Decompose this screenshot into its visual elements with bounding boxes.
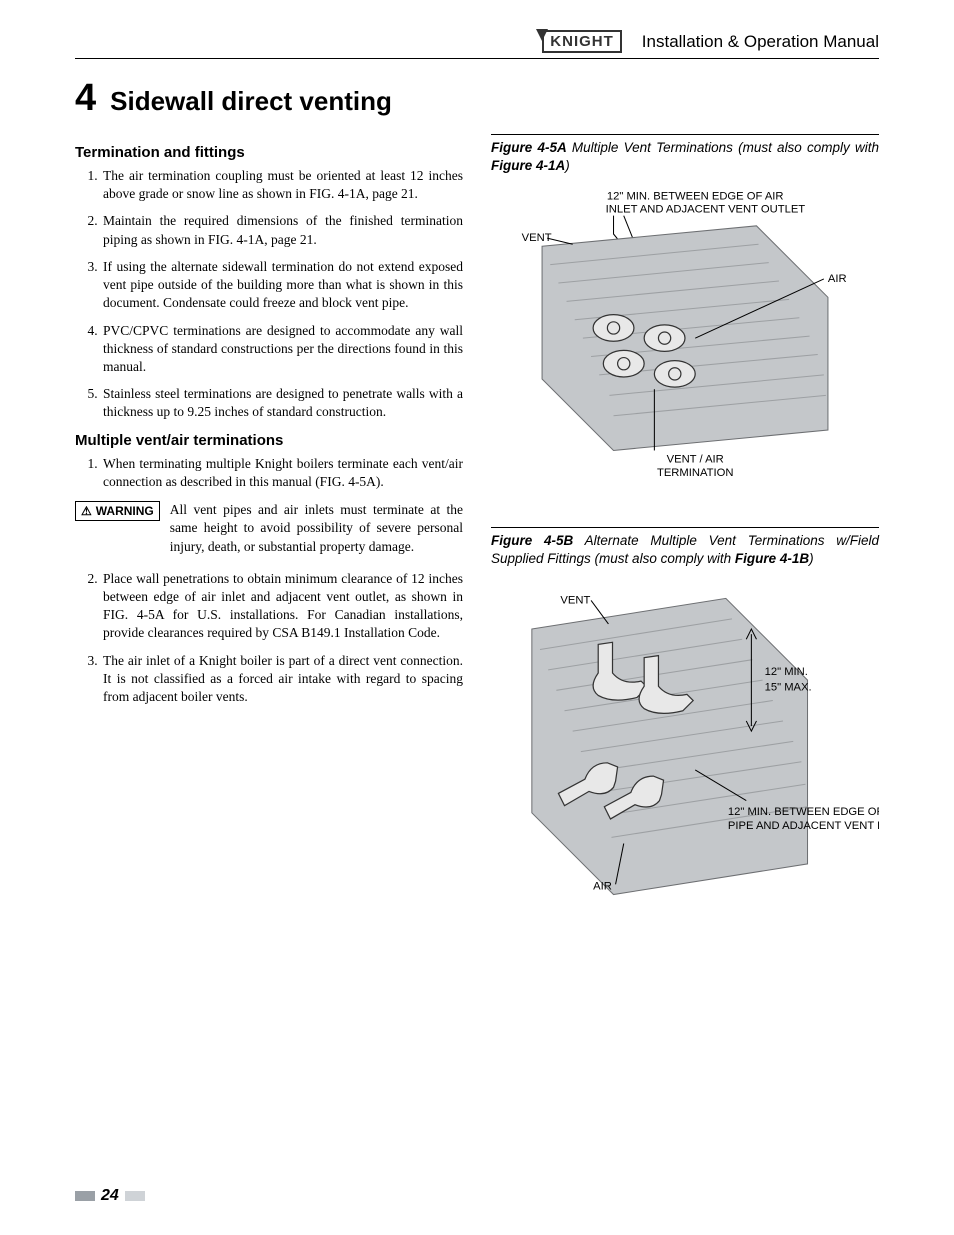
figure-a-text: Multiple Vent Terminations (must also co… <box>567 140 879 155</box>
list-item: The air termination coupling must be ori… <box>101 167 463 203</box>
chapter-title: Sidewall direct venting <box>110 86 392 117</box>
warning-block: ⚠ WARNING All vent pipes and air inlets … <box>75 501 463 556</box>
chapter-heading: 4 Sidewall direct venting <box>75 77 879 120</box>
list-item: The air inlet of a Knight boiler is part… <box>101 652 463 707</box>
page-header: KNIGHT Installation & Operation Manual <box>75 30 879 59</box>
chapter-number: 4 <box>75 77 96 120</box>
figure-b-label-dim2: 15" MAX. <box>765 681 812 693</box>
page-number-row: 24 <box>75 1187 145 1205</box>
section-multiple-head: Multiple vent/air terminations <box>75 432 463 449</box>
figure-a: 12" MIN. BETWEEN EDGE OF AIR INLET AND A… <box>491 185 879 486</box>
warning-label: WARNING <box>96 504 154 518</box>
list-item: Place wall penetrations to obtain minimu… <box>101 570 463 643</box>
list-item: When terminating multiple Knight boilers… <box>101 455 463 491</box>
figure-b-label-note1: 12" MIN. BETWEEN EDGE OF AIR <box>728 806 879 818</box>
content-columns: Termination and fittings The air termina… <box>75 134 879 950</box>
figure-a-svg: 12" MIN. BETWEEN EDGE OF AIR INLET AND A… <box>491 185 879 481</box>
figure-a-label-top: 12" MIN. BETWEEN EDGE OF AIR <box>607 191 784 203</box>
list-item: If using the alternate sidewall terminat… <box>101 258 463 313</box>
list-item: Maintain the required dimensions of the … <box>101 212 463 248</box>
page-number: 24 <box>101 1187 119 1205</box>
multiple-list-1: When terminating multiple Knight boilers… <box>75 455 463 491</box>
warning-badge: ⚠ WARNING <box>75 501 160 521</box>
termination-list: The air termination coupling must be ori… <box>75 167 463 422</box>
page-number-bar-icon <box>125 1191 145 1201</box>
figure-a-label-bottom: VENT / AIR <box>667 454 724 466</box>
list-item: PVC/CPVC terminations are designed to ac… <box>101 322 463 377</box>
page-number-bar-icon <box>75 1191 95 1201</box>
figure-a-tail: ) <box>565 158 570 173</box>
brand-logo: KNIGHT <box>542 30 622 53</box>
section-termination-head: Termination and fittings <box>75 144 463 161</box>
figure-a-ref: Figure 4-1A <box>491 158 565 173</box>
left-column: Termination and fittings The air termina… <box>75 134 463 950</box>
figure-a-label-air: AIR <box>828 273 847 285</box>
figure-b: VENT 12" MIN. 15 <box>491 578 879 910</box>
figure-b-id: Figure 4-5B <box>491 533 573 548</box>
warning-text: All vent pipes and air inlets must termi… <box>170 501 463 556</box>
figure-b-tail: ) <box>809 551 814 566</box>
figure-b-caption: Figure 4-5B Alternate Multiple Vent Term… <box>491 527 879 568</box>
multiple-list-2: Place wall penetrations to obtain minimu… <box>75 570 463 707</box>
figure-a-id: Figure 4-5A <box>491 140 567 155</box>
warning-icon: ⚠ <box>81 504 92 518</box>
figure-b-label-note2: PIPE AND ADJACENT VENT PIPE <box>728 820 879 832</box>
figure-a-label-top2: INLET AND ADJACENT VENT OUTLET <box>606 204 806 216</box>
manual-title: Installation & Operation Manual <box>642 32 879 52</box>
figure-b-label-vent: VENT <box>560 594 590 606</box>
right-column: Figure 4-5A Multiple Vent Terminations (… <box>491 134 879 950</box>
figure-b-label-dim1: 12" MIN. <box>765 666 808 678</box>
figure-a-label-bottom2: TERMINATION <box>657 467 733 479</box>
figure-a-caption: Figure 4-5A Multiple Vent Terminations (… <box>491 134 879 175</box>
figure-b-label-air: AIR <box>593 880 612 892</box>
figure-b-svg: VENT 12" MIN. 15 <box>491 578 879 905</box>
figure-b-ref: Figure 4-1B <box>735 551 809 566</box>
list-item: Stainless steel terminations are designe… <box>101 385 463 421</box>
